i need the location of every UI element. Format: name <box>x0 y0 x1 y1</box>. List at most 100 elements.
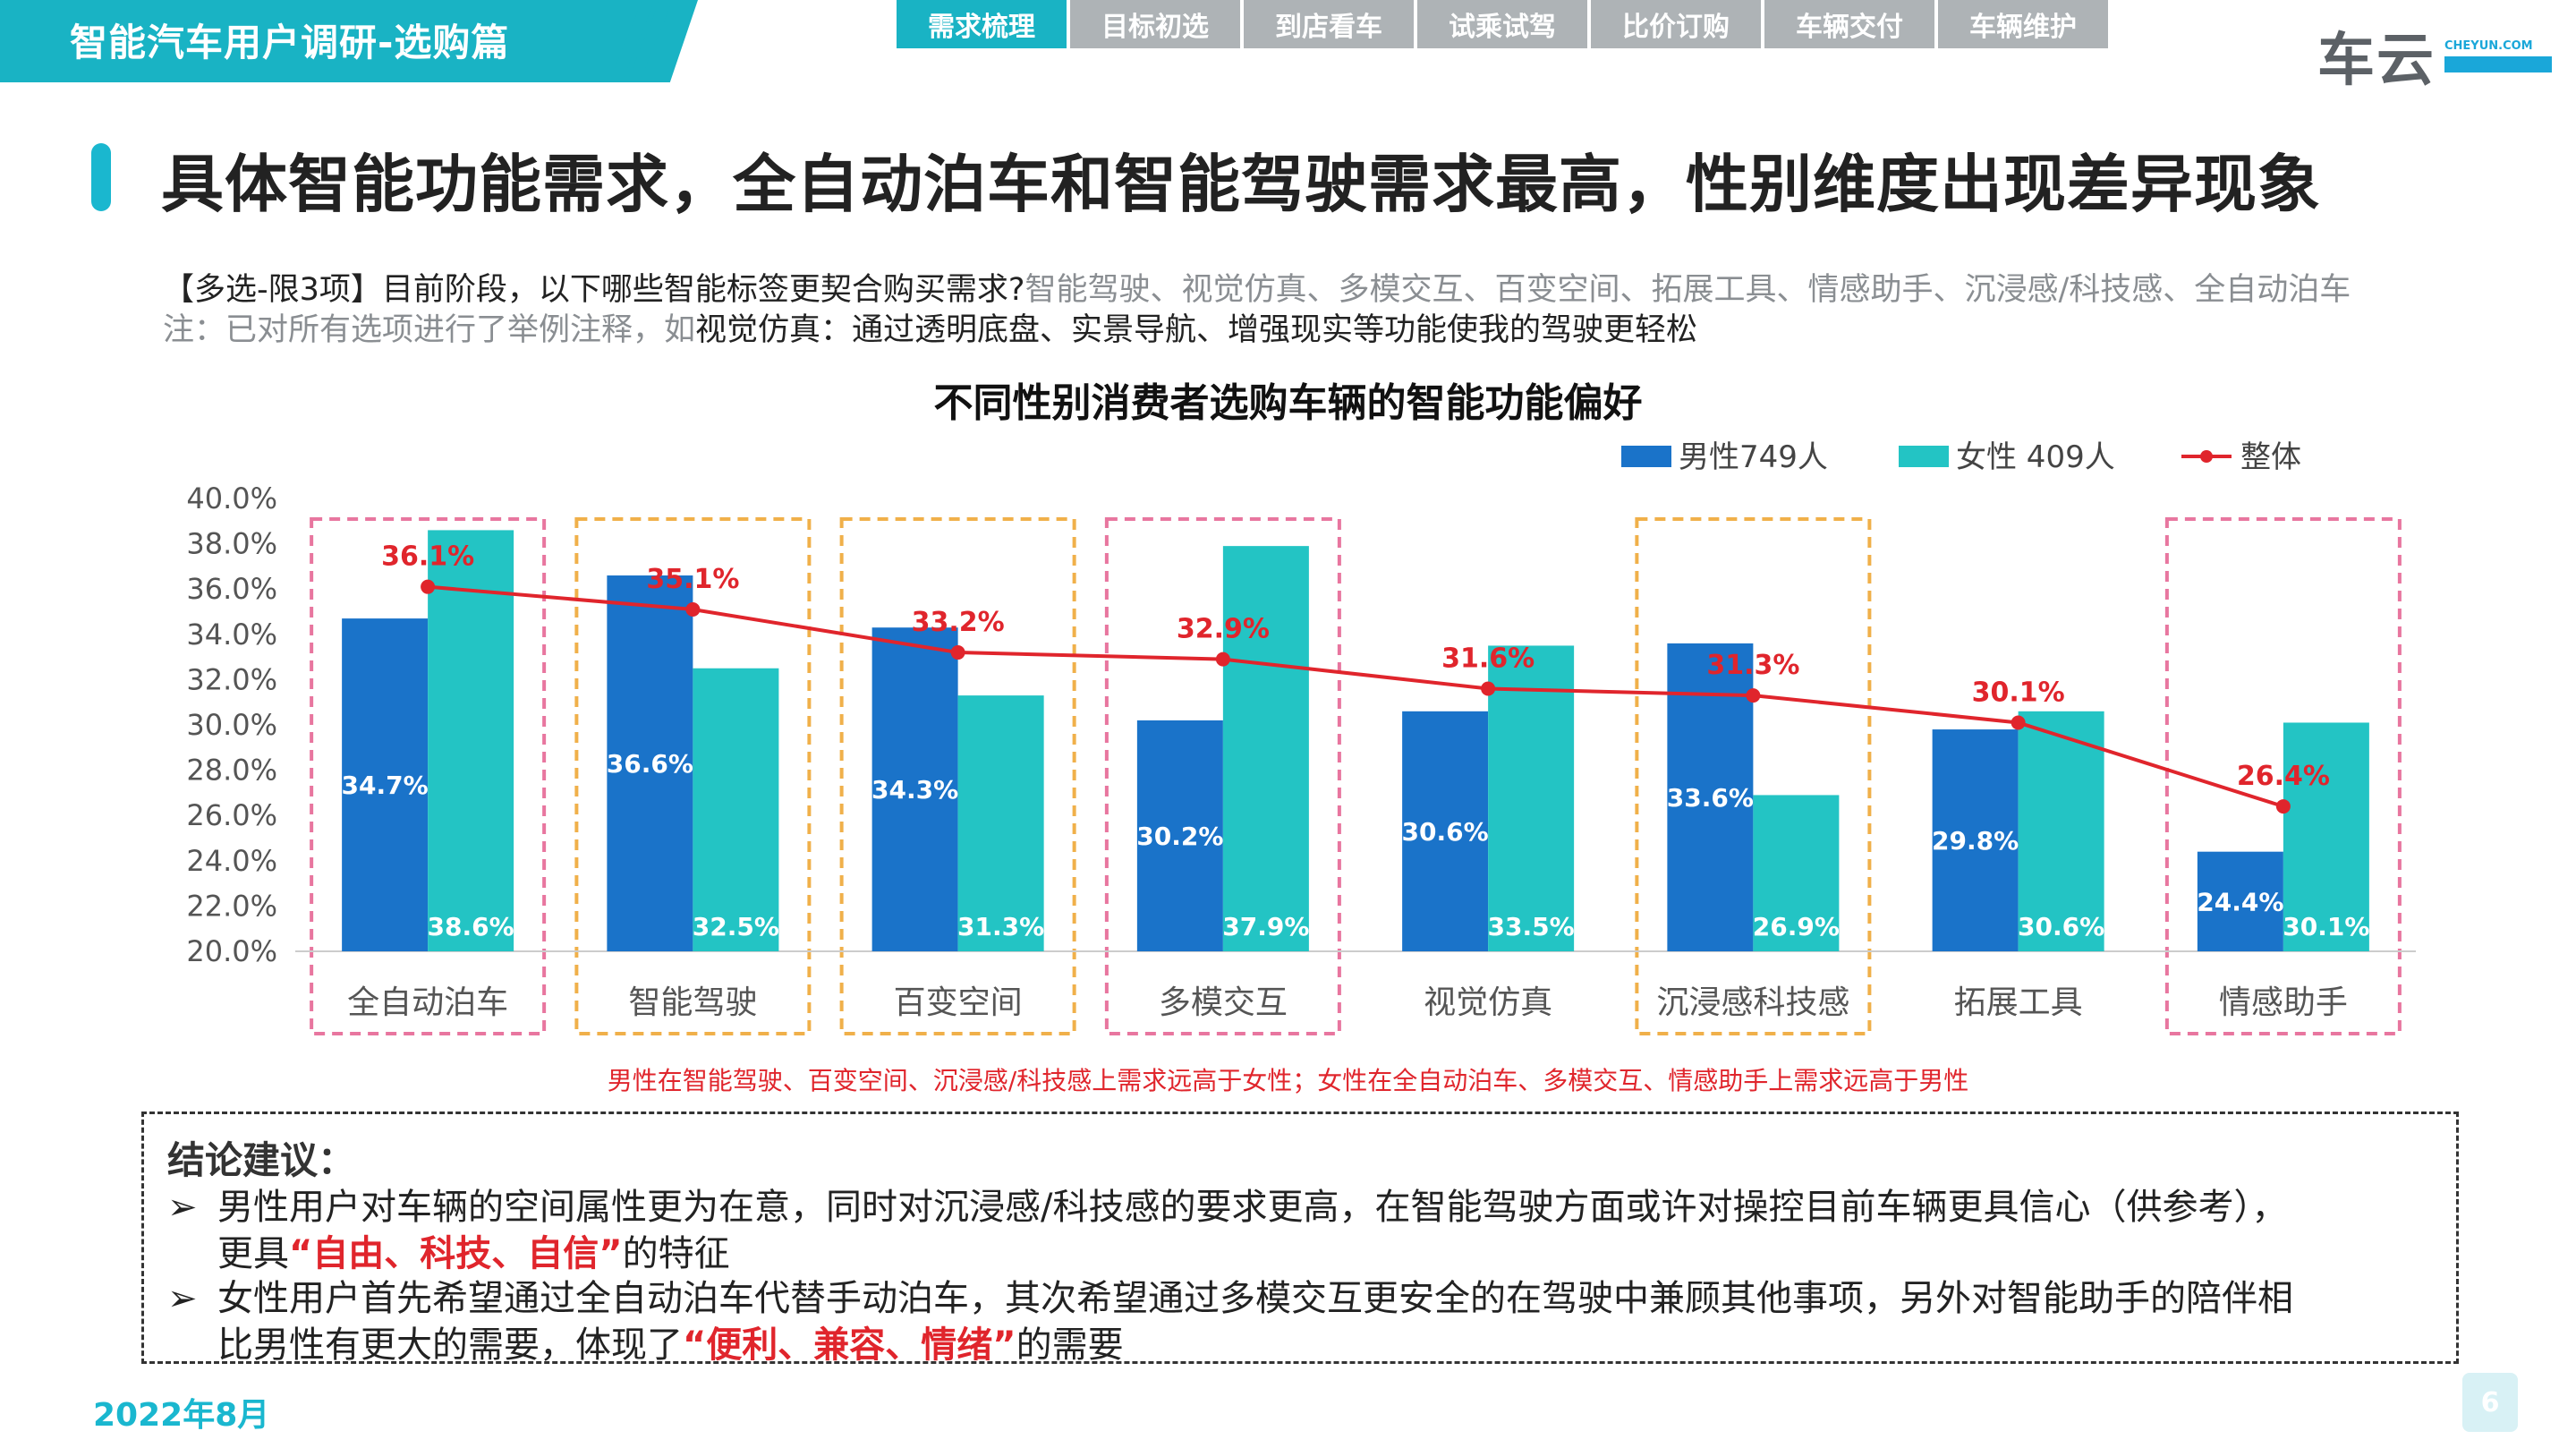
legend-swatch-female <box>1899 446 1949 467</box>
tab-store-visit[interactable]: 到店看车 <box>1244 0 1414 48</box>
point-total <box>950 645 965 660</box>
point-total-label: 31.6% <box>1441 643 1535 675</box>
y-tick-label: 40.0% <box>186 481 277 515</box>
point-total <box>1481 681 1496 696</box>
bar-female <box>428 530 514 951</box>
tab-price-order[interactable]: 比价订购 <box>1591 0 1761 48</box>
bar-female-label: 37.9% <box>1222 912 1309 941</box>
note-text: 视觉仿真：通过透明底盘、实景导航、增强现实等功能使我的驾驶更轻松 <box>695 312 1698 348</box>
bar-female <box>2283 722 2369 951</box>
point-total <box>2275 799 2291 814</box>
bar-female-label: 30.1% <box>2283 912 2369 941</box>
x-tick-label: 智能驾驶 <box>628 984 757 1021</box>
x-tick-label: 视觉仿真 <box>1424 984 1552 1021</box>
y-tick-label: 30.0% <box>186 708 277 742</box>
y-tick-label: 20.0% <box>186 934 277 968</box>
bar-female-label: 30.6% <box>2018 912 2104 941</box>
conclusion-item-male: ➢ 男性用户对车辆的空间属性更为在意，同时对沉浸感/科技感的要求更高，在智能驾驶方… <box>167 1184 2431 1277</box>
x-tick-label: 沉浸感科技感 <box>1656 984 1849 1021</box>
highlight-box <box>1635 517 1872 1035</box>
point-total <box>685 601 701 617</box>
note-prefix: 注：已对所有选项进行了举例注释，如 <box>163 312 696 348</box>
bar-male <box>342 618 429 951</box>
x-tick-label: 百变空间 <box>894 984 1023 1021</box>
legend-label-male: 男性749人 <box>1679 439 1828 475</box>
bar-female <box>1488 645 1575 951</box>
tab-test-drive[interactable]: 试乘试驾 <box>1417 0 1587 48</box>
bar-female <box>693 668 779 951</box>
conclusion-text: 比男性有更大的需要，体现了 <box>217 1324 683 1366</box>
arrow-bullet-icon: ➢ <box>167 1278 198 1319</box>
conclusion-text: 的需要 <box>1016 1324 1124 1366</box>
bar-male <box>1402 711 1489 951</box>
y-tick-label: 28.0% <box>186 754 277 788</box>
header-banner <box>0 0 698 82</box>
x-tick-label: 多模交互 <box>1159 984 1288 1021</box>
line-total <box>427 584 2284 808</box>
tab-maintenance[interactable]: 车辆维护 <box>1938 0 2108 48</box>
x-tick-label: 全自动泊车 <box>347 984 508 1021</box>
highlight-box <box>1104 517 1341 1035</box>
point-total-label: 30.1% <box>1972 677 2065 708</box>
bar-male <box>2197 851 2283 951</box>
bar-male-label: 24.4% <box>2197 887 2283 916</box>
logo-text: 车云 <box>2317 28 2436 94</box>
legend-swatch-male <box>1621 446 1671 467</box>
highlight-box <box>574 517 812 1035</box>
bar-female <box>957 695 1044 951</box>
highlight-box <box>310 517 547 1035</box>
logo-bar-decoration <box>2444 55 2552 72</box>
conclusion-line: 比男性有更大的需要，体现了“便利、兼容、情绪”的需要 <box>167 1322 2431 1368</box>
survey-question: 【多选-限3项】目前阶段，以下哪些智能标签更契合购买需求?智能驾驶、视觉仿真、多… <box>163 264 2351 310</box>
conclusion-title: 结论建议： <box>167 1138 356 1182</box>
highlight-box <box>839 517 1076 1035</box>
point-total-label: 26.4% <box>2237 761 2330 792</box>
tab-initial-selection[interactable]: 目标初选 <box>1070 0 1240 48</box>
logo-domain-mark: CHEYUN.COM <box>2444 39 2552 72</box>
conclusion-text: 更具 <box>217 1233 289 1274</box>
page-headline: 具体智能功能需求，全自动泊车和智能驾驶需求最高，性别维度出现差异现象 <box>161 148 2321 221</box>
conclusion-item-female: ➢ 女性用户首先希望通过全自动泊车代替手动泊车，其次希望通过多模交互更安全的在驾驶… <box>167 1275 2431 1368</box>
conclusion-highlight: “便利、兼容、情绪” <box>683 1324 1016 1366</box>
y-tick-label: 38.0% <box>186 527 277 561</box>
tab-demand[interactable]: 需求梳理 <box>897 0 1067 48</box>
bar-female-label: 31.3% <box>957 912 1044 941</box>
report-date: 2022年8月 <box>93 1397 270 1434</box>
section-nav-tabs: 需求梳理 目标初选 到店看车 试乘试驾 比价订购 车辆交付 车辆维护 <box>897 0 2108 48</box>
conclusion-text: 的特征 <box>622 1233 730 1274</box>
conclusion-text: 女性用户首先希望通过全自动泊车代替手动泊车，其次希望通过多模交互更安全的在驾驶中… <box>217 1278 2293 1319</box>
bar-female <box>1222 546 1309 951</box>
point-total <box>2011 715 2026 730</box>
tab-delivery[interactable]: 车辆交付 <box>1764 0 1934 48</box>
bar-male-label: 30.6% <box>1402 817 1489 847</box>
y-tick-label: 34.0% <box>186 618 277 652</box>
bar-female <box>2018 711 2104 951</box>
point-total-label: 33.2% <box>912 607 1005 638</box>
y-tick-label: 26.0% <box>186 798 277 832</box>
bar-male <box>1932 729 2019 951</box>
conclusion-text: 男性用户对车辆的空间属性更为在意，同时对沉浸感/科技感的要求更高，在智能驾驶方面… <box>217 1187 2288 1228</box>
legend-label-total: 整体 <box>2240 439 2301 475</box>
conclusion-line: 更具“自由、科技、自信”的特征 <box>167 1231 2431 1277</box>
conclusion-box: 结论建议： ➢ 男性用户对车辆的空间属性更为在意，同时对沉浸感/科技感的要求更高，… <box>141 1112 2459 1366</box>
y-tick-label: 22.0% <box>186 889 277 923</box>
bar-male-label: 29.8% <box>1932 826 2019 856</box>
bar-male-label: 30.2% <box>1136 822 1223 851</box>
highlight-box <box>2164 517 2402 1035</box>
bar-female-label: 32.5% <box>693 912 779 941</box>
legend-marker-total <box>2200 450 2213 463</box>
bar-female-label: 38.6% <box>428 912 514 941</box>
legend-label-female: 女性 409人 <box>1956 439 2115 475</box>
point-total <box>1746 688 1761 703</box>
point-total <box>421 579 436 594</box>
bar-female <box>1753 795 1840 951</box>
bar-male-label: 36.6% <box>607 749 693 779</box>
y-tick-label: 24.0% <box>186 844 277 878</box>
page-number: 6 <box>2462 1373 2518 1432</box>
point-total-label: 31.3% <box>1706 650 1799 681</box>
bar-male <box>607 575 693 951</box>
point-total-label: 32.9% <box>1177 614 1270 645</box>
question-options: 智能驾驶、视觉仿真、多模交互、百变空间、拓展工具、情感助手、沉浸感/科技感、全自… <box>1024 272 2351 308</box>
bar-female-label: 26.9% <box>1753 912 1840 941</box>
